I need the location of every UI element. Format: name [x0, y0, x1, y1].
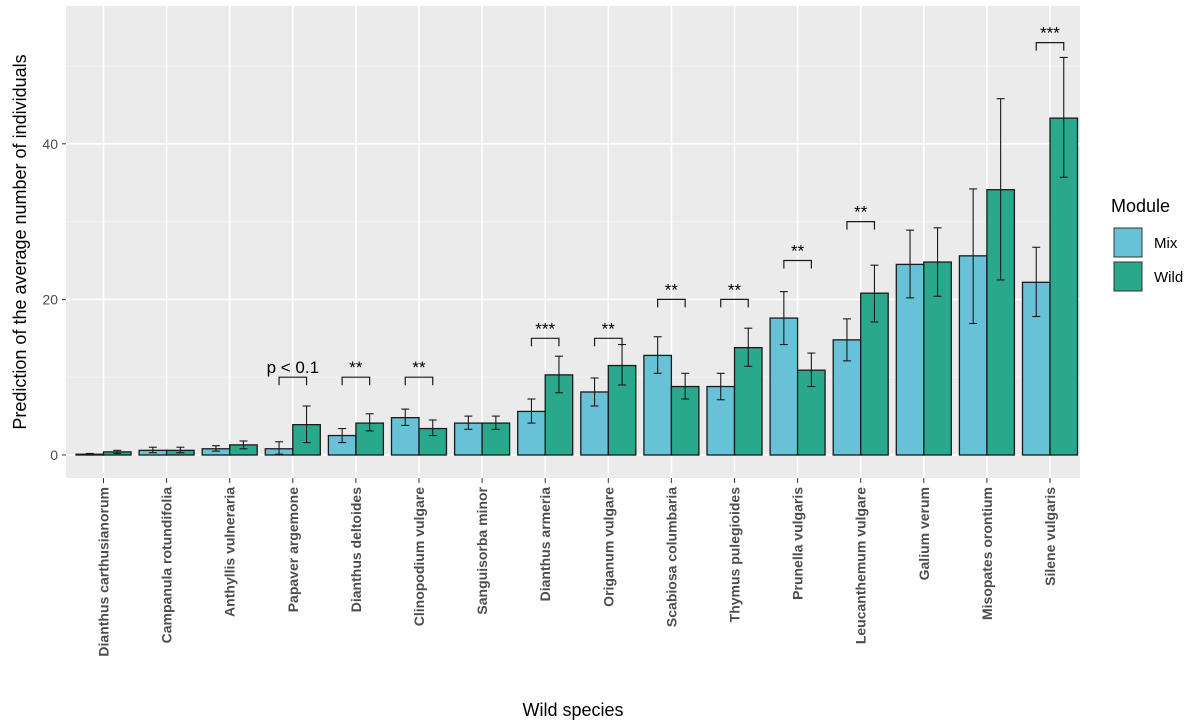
y-tick-label: 20 [42, 291, 58, 307]
significance-bracket [278, 376, 308, 386]
significance-bracket [657, 298, 686, 308]
bar-mix [643, 354, 673, 456]
x-tick-label: Papaver argemone [285, 487, 301, 612]
significance-label: *** [1040, 24, 1060, 43]
x-tick-label: Clinopodium vulgare [411, 487, 427, 626]
significance-bracket [404, 376, 434, 386]
x-tick-label: Prunella vulgaris [790, 487, 806, 600]
x-tick-label: Thymus pulegioides [727, 487, 743, 623]
significance-label: ** [854, 203, 868, 222]
x-tick-label: Dianthus deltoides [348, 487, 364, 612]
x-tick-label: Dianthus carthusianorum [96, 487, 112, 657]
legend-label-wild: Wild [1154, 269, 1183, 286]
x-tick-label: Campanula rotundifolia [159, 487, 175, 644]
bar-mix [895, 263, 925, 456]
significance-label: ** [728, 280, 742, 299]
significance-bracket [341, 376, 371, 386]
x-tick-label: Leucanthemum vulgare [853, 487, 869, 644]
legend-title: Module [1111, 196, 1170, 216]
significance-bracket [720, 298, 749, 308]
significance-bracket [846, 221, 876, 230]
significance-label: *** [535, 319, 555, 338]
significance-layer: p < 0.1 ** ***** **** ********* [267, 24, 1065, 386]
x-tick-label: Galium verum [916, 487, 932, 580]
bar-wild [418, 427, 448, 456]
significance-bracket [530, 337, 560, 347]
x-tick-label: Dianthus armeria [537, 487, 553, 602]
significance-label: ** [412, 358, 426, 377]
significance-bracket [783, 259, 812, 269]
significance-label: ** [791, 242, 805, 261]
x-tick-label: Silene vulgaris [1042, 487, 1058, 586]
legend: Module Mix Wild [1111, 196, 1183, 292]
significance-bracket [1035, 42, 1065, 51]
x-tick-label: Misopates orontium [979, 487, 995, 620]
significance-bracket [593, 337, 623, 347]
y-axis-title: Prediction of the average number of indi… [10, 54, 30, 429]
legend-label-mix: Mix [1154, 235, 1178, 252]
bar-mix [390, 417, 420, 456]
y-axis: 0 20 40 [42, 136, 66, 463]
legend-key-mix [1113, 227, 1143, 258]
x-tick-label: Origanum vulgare [600, 487, 616, 607]
legend-key-wild [1113, 261, 1143, 292]
x-tick-label: Anthyllis vulneraria [222, 487, 238, 617]
x-axis: Dianthus carthusianorum Campanula rotundi… [96, 478, 1058, 657]
error-bars-layer [85, 56, 1068, 456]
x-tick-label: Sanguisorba minor [474, 486, 490, 614]
significance-label: ** [349, 358, 363, 377]
x-axis-title: Wild species [522, 700, 623, 720]
y-tick-label: 40 [42, 136, 58, 152]
significance-label: p < 0.1 [267, 358, 319, 377]
x-tick-label: Scabiosa columbaria [663, 487, 679, 627]
y-tick-label: 0 [50, 447, 58, 463]
significance-label: ** [665, 280, 679, 299]
significance-label: ** [602, 319, 616, 338]
